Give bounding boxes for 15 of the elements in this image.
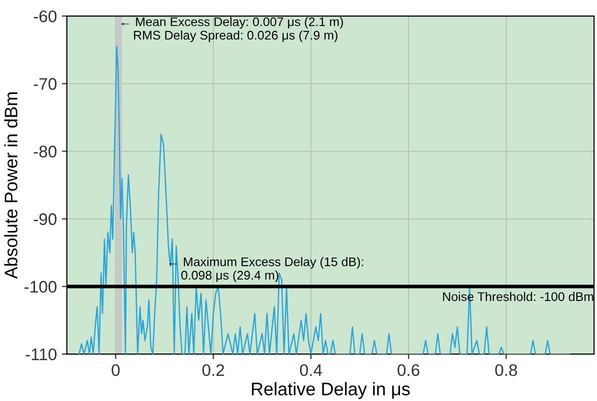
x-tick-label: 0 [112,364,120,376]
y-tick-label: -60 [34,10,56,22]
x-tick-label: 0.8 [495,364,518,376]
y-tick-label: -90 [34,213,56,226]
x-tick-label: 0.4 [300,364,322,376]
x-tick-label: 0.6 [398,364,420,376]
x-axis-title: Relative Delay in μs [252,382,410,399]
y-tick-label: -80 [34,146,56,158]
y-axis-title: Absolute Power in dBm [4,92,18,279]
x-tick-label: 0.2 [202,364,224,376]
line-series [78,46,570,354]
y-tick-label: -100 [24,280,56,293]
y-tick-label: -70 [34,78,56,90]
y-tick-label: -110 [26,348,56,360]
annotation: ← Mean Excess Delay: 0.007 μs (2.1 m) RMS Delay Spread: 0.026 μs (7.9 m) [122,17,343,42]
